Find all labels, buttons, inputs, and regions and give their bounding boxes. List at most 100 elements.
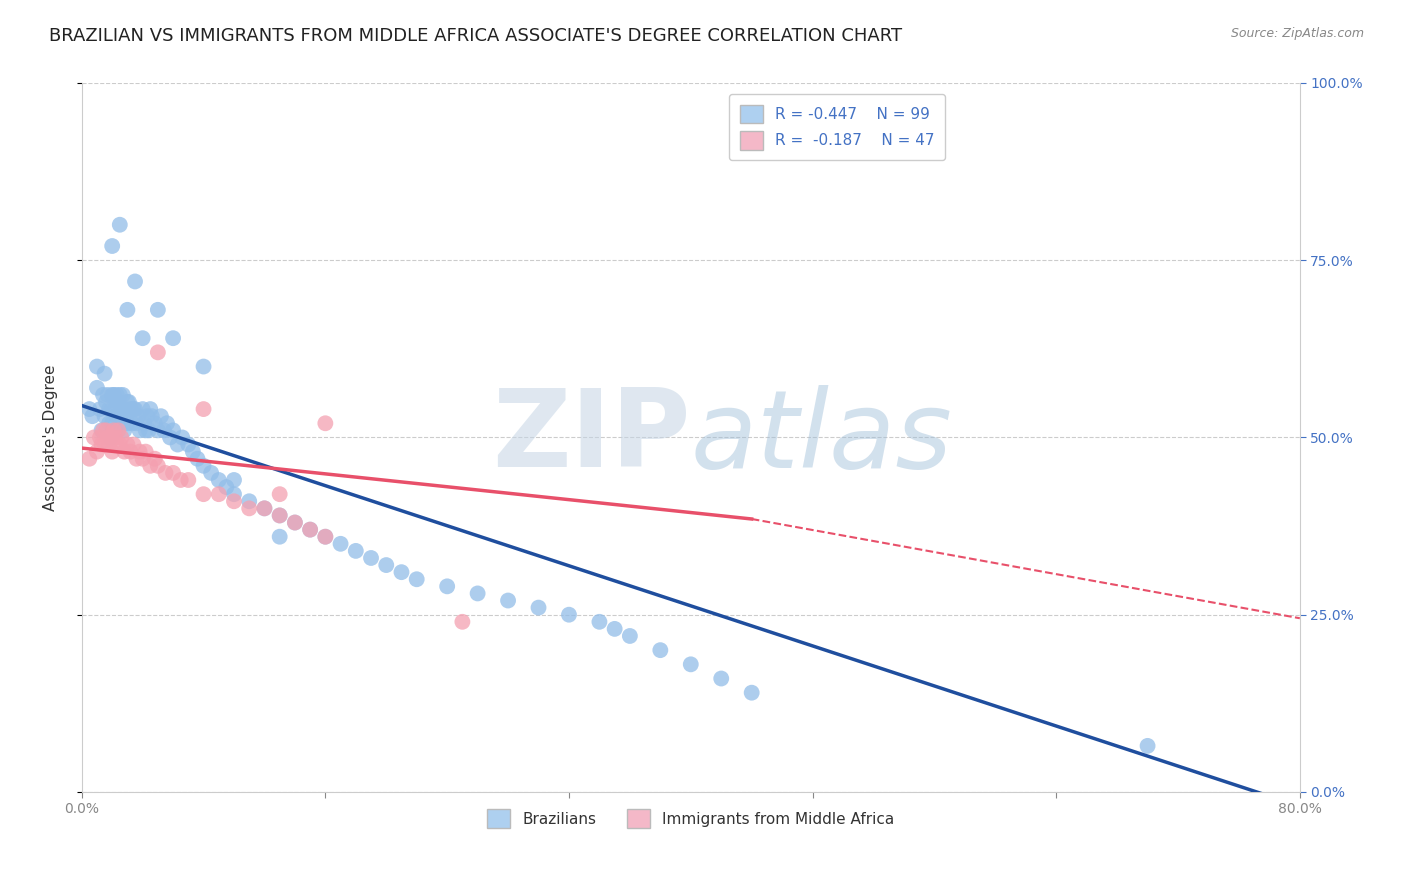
Point: [527, 600, 550, 615]
Point: [177, 437, 200, 451]
Point: [104, 430, 127, 444]
Point: [110, 402, 132, 417]
Point: [146, 423, 169, 437]
Y-axis label: Associate's Degree: Associate's Degree: [44, 364, 58, 511]
Point: [120, 444, 142, 458]
Point: [299, 523, 322, 537]
Point: [112, 444, 135, 458]
Point: [108, 388, 131, 402]
Point: [105, 388, 128, 402]
Point: [253, 501, 276, 516]
Point: [172, 430, 194, 444]
Point: [375, 558, 398, 572]
Point: [269, 530, 291, 544]
Point: [124, 402, 146, 417]
Point: [193, 487, 215, 501]
Point: [269, 508, 291, 523]
Point: [558, 607, 581, 622]
Point: [94, 395, 117, 409]
Point: [329, 537, 352, 551]
Text: ZIP: ZIP: [492, 384, 690, 491]
Point: [131, 402, 153, 417]
Point: [166, 437, 188, 451]
Point: [125, 451, 148, 466]
Point: [222, 494, 245, 508]
Point: [208, 473, 231, 487]
Point: [107, 423, 129, 437]
Point: [139, 402, 162, 417]
Point: [162, 423, 184, 437]
Point: [117, 395, 139, 409]
Point: [208, 487, 231, 501]
Point: [90, 437, 112, 451]
Point: [146, 302, 169, 317]
Point: [284, 516, 307, 530]
Point: [314, 417, 336, 431]
Point: [108, 218, 131, 232]
Point: [159, 430, 181, 444]
Point: [467, 586, 489, 600]
Point: [222, 487, 245, 501]
Point: [153, 423, 176, 437]
Point: [98, 437, 121, 451]
Point: [91, 388, 114, 402]
Point: [83, 430, 105, 444]
Point: [108, 437, 131, 451]
Point: [118, 395, 141, 409]
Point: [101, 239, 124, 253]
Point: [496, 593, 519, 607]
Point: [269, 508, 291, 523]
Text: Source: ZipAtlas.com: Source: ZipAtlas.com: [1230, 27, 1364, 40]
Point: [391, 565, 413, 579]
Point: [101, 444, 124, 458]
Point: [156, 417, 179, 431]
Point: [741, 686, 763, 700]
Point: [134, 417, 156, 431]
Point: [162, 331, 184, 345]
Point: [120, 402, 142, 417]
Point: [101, 388, 124, 402]
Point: [105, 409, 128, 424]
Point: [110, 430, 132, 444]
Point: [101, 402, 124, 417]
Point: [170, 473, 193, 487]
Point: [127, 409, 149, 424]
Point: [79, 402, 101, 417]
Point: [90, 423, 112, 437]
Point: [128, 423, 150, 437]
Point: [111, 388, 134, 402]
Point: [89, 430, 111, 444]
Point: [93, 409, 115, 424]
Point: [588, 615, 610, 629]
Point: [98, 402, 121, 417]
Point: [143, 417, 166, 431]
Point: [149, 409, 172, 424]
Point: [125, 417, 148, 431]
Point: [1136, 739, 1159, 753]
Point: [619, 629, 641, 643]
Point: [177, 473, 200, 487]
Point: [181, 444, 204, 458]
Point: [299, 523, 322, 537]
Point: [124, 275, 146, 289]
Point: [86, 444, 108, 458]
Point: [360, 551, 382, 566]
Point: [238, 501, 260, 516]
Point: [650, 643, 672, 657]
Point: [314, 530, 336, 544]
Point: [155, 466, 177, 480]
Point: [193, 458, 215, 473]
Text: BRAZILIAN VS IMMIGRANTS FROM MIDDLE AFRICA ASSOCIATE'S DEGREE CORRELATION CHART: BRAZILIAN VS IMMIGRANTS FROM MIDDLE AFRI…: [49, 27, 903, 45]
Point: [93, 367, 115, 381]
Point: [135, 423, 157, 437]
Point: [253, 501, 276, 516]
Point: [314, 530, 336, 544]
Point: [107, 395, 129, 409]
Point: [117, 437, 139, 451]
Point: [101, 417, 124, 431]
Point: [193, 359, 215, 374]
Point: [115, 409, 138, 424]
Point: [108, 409, 131, 424]
Point: [79, 451, 101, 466]
Point: [146, 458, 169, 473]
